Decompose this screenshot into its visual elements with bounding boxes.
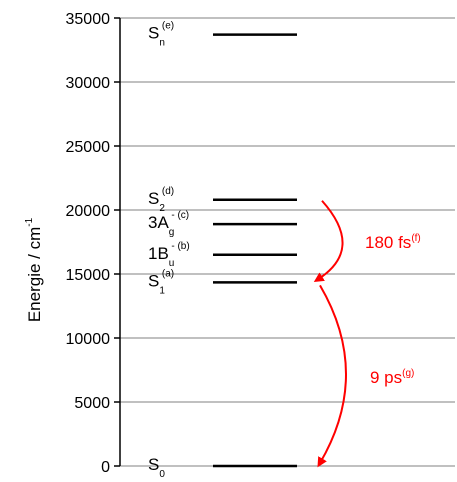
- energy-levels: [213, 33, 297, 468]
- transition-label-180fs: 180 fs(f): [365, 233, 421, 252]
- level-label-s0: S0: [148, 455, 165, 480]
- y-tick-label: 10000: [66, 331, 111, 348]
- y-axis-title: Energie / cm-1: [24, 217, 44, 322]
- level-label-sn: Sn(e): [148, 21, 174, 49]
- y-tick-label: 15000: [66, 267, 111, 284]
- y-tick-label: 30000: [66, 75, 111, 92]
- y-tick-label: 5000: [74, 395, 110, 412]
- y-tick-label: 0: [101, 459, 110, 476]
- y-tick-label: 35000: [66, 11, 111, 28]
- y-tick-label: 25000: [66, 139, 111, 156]
- level-label-1bu: 1Bu- (b): [148, 241, 190, 269]
- arrow-s1-to-s0: [317, 284, 347, 468]
- level-label-s2: S2(d): [148, 186, 174, 214]
- transition-arrows: [313, 200, 347, 468]
- level-label-s1: S1(a): [148, 268, 174, 296]
- level-labels: S0 S1(a)1Bu- (b) 3Ag- (c)S2(d) Sn(e): [148, 21, 190, 480]
- transition-label-9ps: 9 ps(g): [370, 368, 414, 387]
- grid-lines: [120, 17, 455, 467]
- y-axis: 0 5000 10000 15000 20000 25000 30000 35000: [66, 11, 121, 476]
- y-tick-label: 20000: [66, 203, 111, 220]
- level-label-3ag: 3Ag- (c): [148, 210, 189, 238]
- arrow-s2-to-s1: [313, 200, 344, 283]
